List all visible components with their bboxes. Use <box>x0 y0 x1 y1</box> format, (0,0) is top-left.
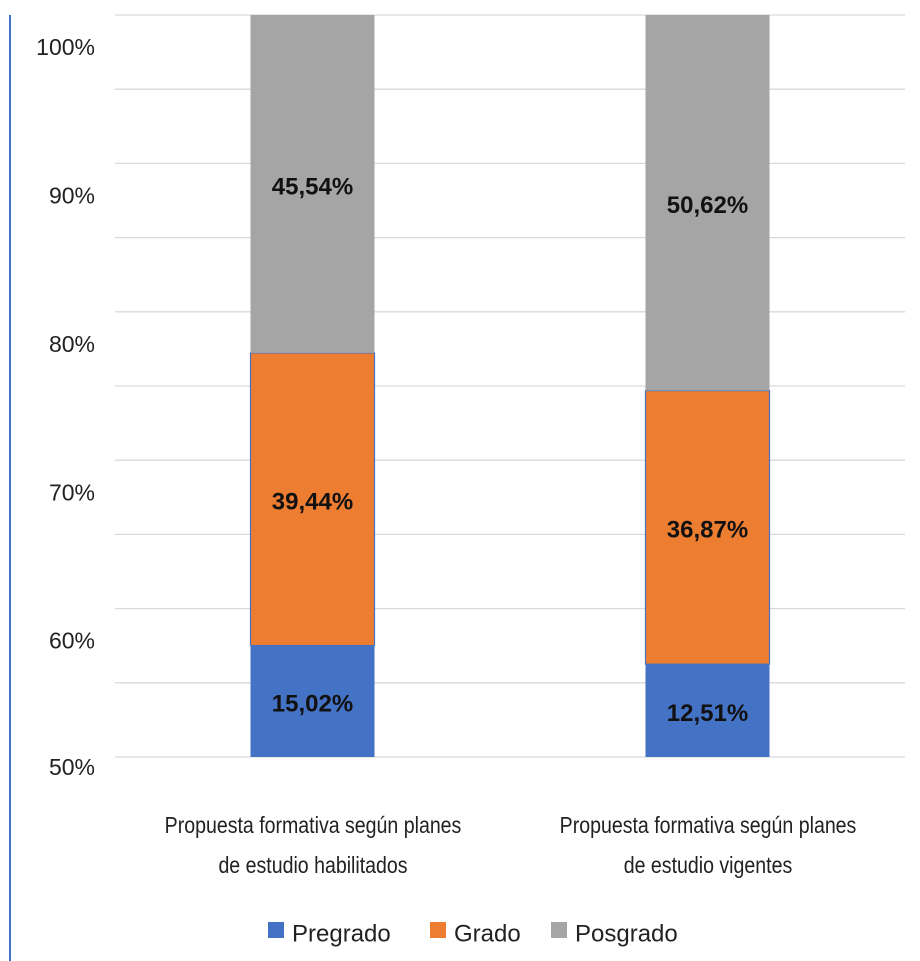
x-tick-label: Propuesta formativa según planes de estu… <box>164 812 461 878</box>
y-tick-label: 60% <box>49 628 95 654</box>
data-label: 50,62% <box>667 192 748 219</box>
legend-swatch <box>268 922 284 938</box>
y-tick-label: 90% <box>49 182 95 208</box>
bar-segment <box>645 15 770 391</box>
legend-label: Posgrado <box>575 920 678 947</box>
data-label: 36,87% <box>667 517 748 544</box>
bar-segment <box>250 15 375 353</box>
y-tick-label: 100% <box>36 34 95 60</box>
legend-label: Pregrado <box>292 920 391 947</box>
bar-segment <box>249 352 376 647</box>
bar-segment <box>645 664 770 757</box>
bar-segment <box>250 645 375 757</box>
legend-label: Grado <box>454 920 521 947</box>
bar-segment <box>644 390 771 665</box>
data-label: 45,54% <box>272 173 353 200</box>
data-label: 39,44% <box>272 489 353 516</box>
y-tick-label: 80% <box>49 331 95 357</box>
legend-swatch <box>430 922 446 938</box>
x-tick-label: Propuesta formativa según planes de estu… <box>559 812 856 878</box>
legend-swatch <box>551 922 567 938</box>
y-tick-label: 50% <box>49 754 95 780</box>
data-label: 15,02% <box>272 691 353 718</box>
y-tick-label: 70% <box>49 479 95 505</box>
data-label: 12,51% <box>667 700 748 727</box>
